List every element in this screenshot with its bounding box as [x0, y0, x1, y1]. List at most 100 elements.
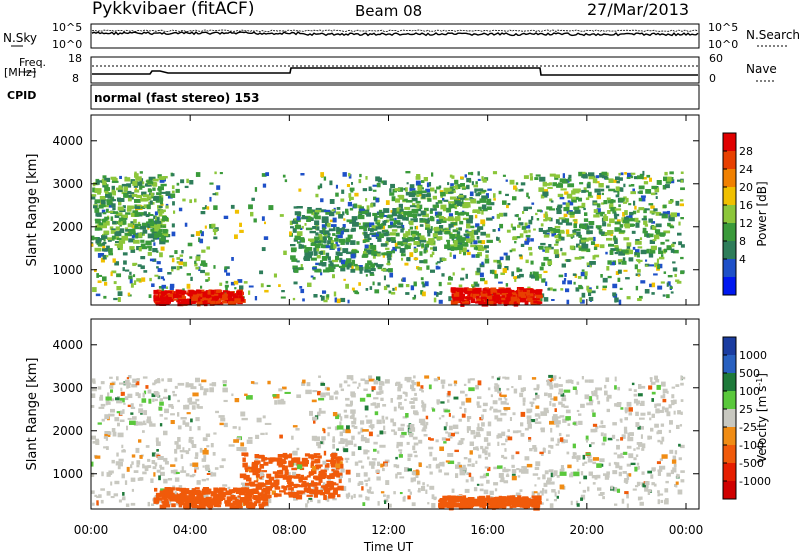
echo-cell [437, 376, 440, 380]
echo-cell [172, 390, 175, 394]
echo-cell [240, 488, 247, 493]
echo-cell [313, 493, 318, 498]
echo-cell [145, 213, 150, 218]
echo-cell [447, 216, 454, 222]
echo-cell [365, 496, 368, 501]
echo-cell [398, 402, 402, 406]
echo-cell [129, 205, 134, 210]
echo-cell [376, 434, 380, 437]
echo-cell [170, 193, 176, 198]
echo-cell [546, 380, 550, 386]
echo-cell [518, 468, 522, 473]
echo-cell [409, 424, 415, 429]
echo-cell [596, 285, 599, 289]
echo-cell [668, 200, 673, 204]
echo-cell [584, 275, 588, 280]
echo-cell [523, 504, 529, 509]
echo-cell [409, 401, 415, 404]
echo-cell [409, 205, 416, 208]
echo-cell [461, 401, 465, 406]
echo-cell [584, 225, 590, 230]
echo-cell [422, 283, 426, 288]
echo-cell [289, 231, 292, 236]
echo-cell [156, 449, 159, 452]
echo-cell [171, 173, 175, 177]
echo-cell [96, 273, 99, 278]
echo-cell [588, 221, 595, 226]
echo-cell [501, 443, 506, 446]
echo-cell [224, 284, 229, 288]
echo-cell [474, 214, 478, 219]
echo-cell [660, 395, 665, 399]
echo-cell [305, 389, 312, 395]
echo-cell [314, 237, 318, 243]
echo-cell [667, 222, 671, 227]
echo-cell [586, 230, 593, 235]
echo-cell [572, 273, 577, 276]
echo-cell [634, 240, 642, 245]
echo-cell [486, 442, 491, 446]
echo-cell [568, 201, 574, 206]
echo-cell [476, 448, 479, 451]
echo-cell [330, 463, 336, 468]
echo-cell [157, 378, 160, 381]
echo-cell [338, 238, 346, 243]
echo-cell [618, 248, 622, 254]
echo-cell [466, 426, 471, 431]
echo-cell [458, 195, 464, 198]
echo-cell [671, 179, 675, 184]
echo-cell [525, 234, 531, 238]
echo-cell [319, 475, 326, 480]
echo-cell [300, 288, 305, 294]
echo-cell [486, 217, 493, 221]
echo-cell [592, 236, 596, 242]
echo-cell [330, 243, 334, 247]
echo-cell [528, 420, 532, 425]
echo-cell [147, 227, 150, 230]
echo-cell [475, 291, 481, 296]
echo-cell [615, 186, 620, 192]
echo-cell [377, 461, 380, 467]
echo-cell [456, 287, 464, 292]
echo-cell [435, 262, 438, 265]
echo-cell [623, 183, 626, 188]
echo-cell [591, 409, 595, 413]
echo-cell [190, 234, 195, 237]
echo-cell [206, 473, 212, 476]
echo-cell [650, 378, 653, 382]
echo-cell [651, 185, 657, 190]
echo-cell [134, 171, 137, 176]
echo-cell [545, 215, 549, 220]
echo-cell [153, 462, 158, 465]
echo-cell [253, 218, 257, 223]
echo-cell [178, 296, 184, 300]
echo-cell [511, 454, 515, 460]
echo-cell [416, 194, 420, 198]
echo-cell [503, 456, 508, 460]
echo-cell [407, 489, 411, 492]
echo-cell [312, 390, 318, 393]
echo-cell [140, 239, 145, 243]
echo-cell [433, 235, 438, 239]
echo-cell [376, 376, 381, 382]
echo-cell [424, 243, 430, 248]
echo-cell [113, 236, 120, 240]
beam-title: Beam 08 [355, 2, 423, 20]
echo-cell [428, 437, 431, 441]
echo-cell [433, 378, 439, 382]
echo-cell [635, 249, 640, 254]
echo-cell [163, 396, 169, 400]
echo-cell [521, 469, 525, 474]
echo-cell [597, 400, 601, 405]
echo-cell [609, 250, 614, 255]
echo-cell [468, 472, 472, 478]
echo-cell [631, 230, 636, 234]
echo-cell [368, 375, 373, 380]
echo-cell [300, 264, 303, 268]
echo-cell [487, 505, 493, 510]
echo-cell [111, 185, 115, 191]
echo-cell [524, 240, 529, 245]
echo-cell [549, 227, 556, 232]
echo-cell [307, 282, 312, 288]
echo-cell [497, 409, 502, 413]
